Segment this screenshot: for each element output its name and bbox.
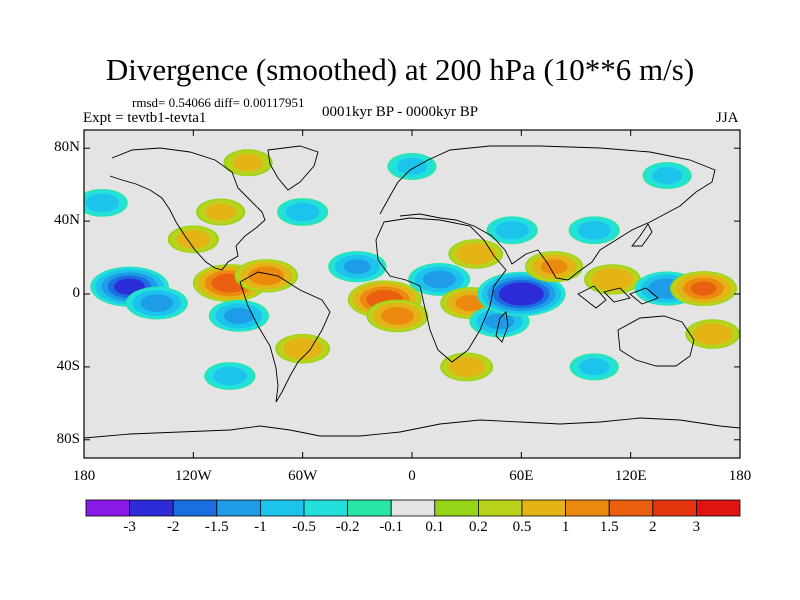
anomaly-contour-28 — [397, 158, 427, 175]
stats-label: rmsd= 0.54066 diff= 0.00117951 — [132, 95, 305, 110]
axis-ticks — [83, 130, 741, 458]
colorbar-label: -0.5 — [292, 519, 316, 535]
anomaly-contour-18 — [540, 259, 568, 275]
anomaly-contour-6 — [205, 203, 236, 221]
y-tick-label: 40N — [54, 212, 80, 229]
y-tick-label: 80N — [54, 139, 80, 156]
colorbar-swatch-5 — [303, 499, 348, 517]
anomaly-contour-12 — [422, 270, 456, 289]
colorbar-swatch-13 — [652, 499, 697, 517]
anomaly-contour-16 — [498, 282, 544, 306]
experiment-label: Expt = tevtb1-tevta1 — [83, 110, 207, 126]
y-tick-label: 80S — [56, 430, 80, 447]
anomaly-contour-5 — [176, 230, 211, 249]
coastline-greenland — [267, 145, 319, 191]
x-tick-label: 60W — [288, 468, 318, 484]
divergence-field — [84, 149, 740, 390]
colorbar-label: 3 — [692, 519, 701, 535]
colorbar-swatch-11 — [565, 499, 610, 517]
colorbar-swatch-0 — [85, 499, 130, 517]
x-tick-label: 180 — [72, 468, 96, 484]
colorbar-swatch-14 — [696, 499, 741, 517]
colorbar-label: 1.5 — [599, 519, 619, 535]
coastlines — [84, 145, 740, 439]
x-tick-label: 0 — [408, 468, 416, 484]
colorbar-label: 2 — [649, 519, 657, 535]
colorbar-label: 0.5 — [512, 519, 532, 535]
anomaly-contour-23 — [693, 323, 733, 345]
colorbar-swatch-9 — [477, 499, 523, 517]
x-tick-label: 180 — [728, 468, 752, 484]
coastline-south-america — [239, 271, 331, 403]
y-tick-label: 0 — [72, 285, 81, 301]
coastline-eurasia — [379, 145, 716, 281]
colorbar-label: -0.1 — [379, 519, 404, 535]
colorbar-swatch-10 — [521, 499, 566, 517]
anomaly-contour-30 — [233, 154, 263, 172]
anomaly-contour-17 — [495, 221, 529, 240]
coastline-africa — [375, 217, 507, 363]
colorbar — [85, 499, 741, 517]
colorbar-label: -0.2 — [335, 519, 360, 535]
colorbar-swatch-7 — [390, 499, 436, 517]
x-tick-label: 60E — [509, 468, 534, 484]
anomaly-contour-29 — [652, 167, 683, 184]
colorbar-label: 1 — [561, 519, 570, 535]
anomaly-contour-11 — [381, 306, 414, 325]
anomaly-contour-22 — [690, 281, 717, 296]
colorbar-swatch-12 — [608, 499, 654, 517]
anomaly-contour-9 — [343, 259, 371, 275]
colorbar-label: 0.1 — [425, 519, 445, 535]
colorbar-label: -1 — [254, 519, 267, 535]
anomaly-contour-27 — [213, 366, 247, 386]
y-tick-label: 40S — [56, 357, 80, 374]
coastline-australia — [617, 315, 695, 367]
anomaly-contour-24 — [283, 337, 323, 360]
anomaly-contour-25 — [448, 356, 485, 377]
colorbar-swatch-4 — [259, 499, 305, 517]
coastline-north-america — [109, 147, 266, 271]
colorbar-swatch-8 — [434, 499, 479, 517]
coastline-madagascar — [495, 311, 509, 343]
anomaly-contour-8 — [85, 193, 119, 213]
colorbar-swatch-6 — [347, 499, 392, 517]
colorbar-label: -1.5 — [204, 519, 229, 535]
period-label: 0001kyr BP - 0000kyr BP — [322, 104, 479, 120]
colorbar-label: -3 — [123, 519, 136, 535]
anomaly-contour-1 — [140, 294, 174, 313]
anomaly-contour-7 — [285, 202, 320, 222]
colorbar-swatch-2 — [172, 499, 218, 517]
anomaly-contour-20 — [591, 268, 634, 291]
x-tick-label: 120E — [614, 468, 647, 484]
anomaly-contour-14 — [455, 295, 486, 312]
x-tick-label: 120W — [174, 468, 212, 484]
season-label: JJA — [716, 110, 739, 126]
anomaly-contour-3 — [248, 266, 284, 286]
colorbar-label: -2 — [166, 519, 180, 535]
colorbar-swatch-3 — [216, 499, 261, 517]
map-area — [83, 129, 741, 459]
coastline-maritime-continent — [577, 285, 659, 309]
anomaly-contour-19 — [577, 221, 611, 240]
coastline-japan — [631, 223, 653, 247]
anomaly-contour-26 — [579, 358, 610, 376]
colorbar-label: 0.2 — [469, 519, 488, 535]
anomaly-contour-4 — [223, 307, 254, 324]
colorbar-swatch-1 — [129, 499, 174, 517]
anomaly-contour-13 — [456, 243, 496, 265]
chart-title: Divergence (smoothed) at 200 hPa (10**6 … — [105, 52, 695, 87]
coastline-antarctica — [84, 417, 740, 439]
